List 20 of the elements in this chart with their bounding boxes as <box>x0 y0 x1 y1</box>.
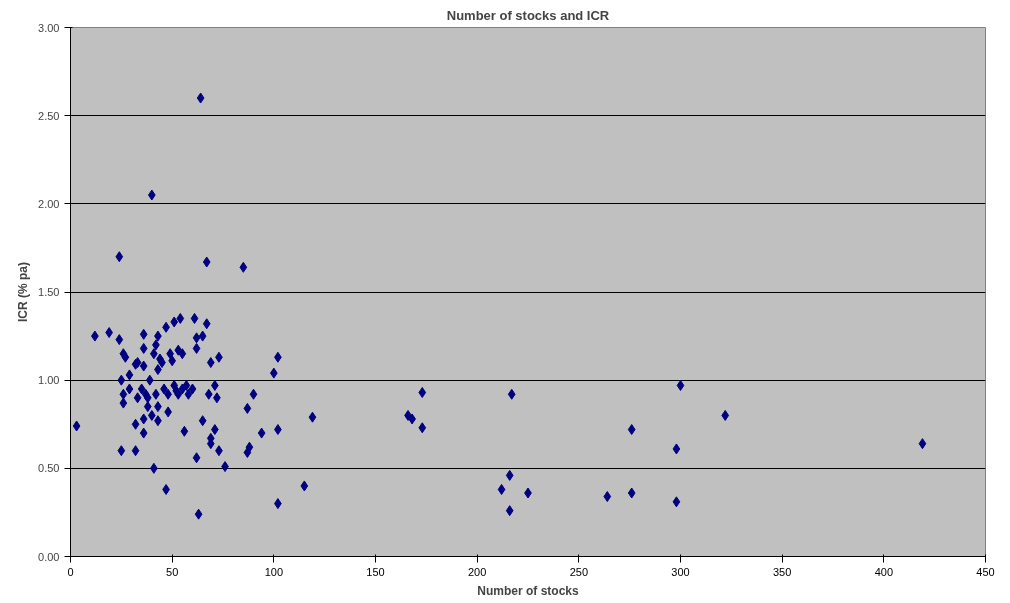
y-tick-label: 1.50 <box>38 286 60 298</box>
y-tick-label: 2.50 <box>38 109 60 122</box>
y-tick-label: 0.00 <box>38 550 60 563</box>
x-tick-label: 100 <box>264 565 284 578</box>
y-tick-label: 3.00 <box>38 21 60 34</box>
x-tick-label: 350 <box>772 565 792 578</box>
y-tick-label: 1.00 <box>38 374 60 387</box>
x-tick-label: 250 <box>569 565 589 578</box>
x-axis-title: Number of stocks <box>477 583 579 598</box>
x-tick-label: 400 <box>874 565 894 578</box>
y-tick-label: 2.00 <box>38 197 60 210</box>
chart-title: Number of stocks and ICR <box>446 7 610 23</box>
y-tick-label: 0.50 <box>38 462 60 475</box>
y-axis-title: ICR (% pa) <box>16 262 31 322</box>
x-tick-label: 450 <box>976 565 995 578</box>
x-tick-label: 0 <box>67 565 74 578</box>
x-tick-label: 300 <box>671 565 690 578</box>
x-tick-label: 200 <box>467 565 487 578</box>
x-tick-label: 150 <box>366 565 385 578</box>
x-tick-label: 50 <box>166 565 179 578</box>
